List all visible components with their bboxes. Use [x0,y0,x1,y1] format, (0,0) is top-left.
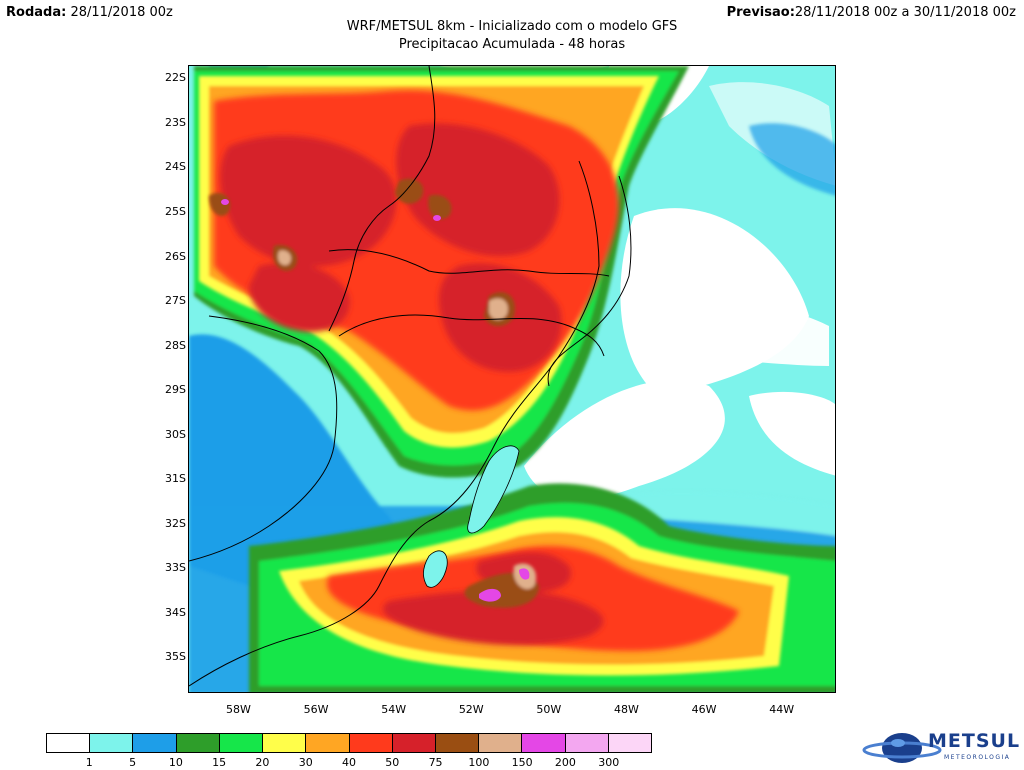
precipitation-colorbar [46,733,652,753]
colorbar-label: 50 [385,756,400,769]
lat-label: 30S [165,427,186,441]
lon-label: 44W [769,703,795,716]
precipitation-map[interactable] [188,65,836,693]
map-subtitle: Precipitacao Acumulada - 48 horas [398,37,626,52]
precipitation-field [189,66,835,692]
colorbar-segment [133,734,177,752]
lon-label: 52W [458,703,484,716]
forecast-label: Previsao: [726,5,795,20]
precip-layer-200-300mm [221,199,530,602]
precip-layer-75mm [220,123,604,646]
colorbar-segment [522,734,566,752]
lon-label: 46W [691,703,717,716]
colorbar-segment [608,734,652,752]
lat-label: 23S [165,115,186,129]
forecast-value: 28/11/2018 00z a 30/11/2018 00z [794,5,1016,20]
run-label: Rodada: [6,5,67,20]
colorbar-label: 200 [554,756,576,769]
political-borders [189,66,632,687]
lat-label: 35S [165,650,186,664]
colorbar-label: 300 [598,756,620,769]
brand-name: METSUL [928,730,1021,752]
colorbar-label: 100 [468,756,490,769]
colorbar-segment [435,734,480,752]
lat-label: 28S [165,338,186,352]
lon-label: 50W [536,703,562,716]
colorbar-label: 1 [85,756,93,769]
lat-label: 29S [165,383,186,397]
lon-label: 48W [614,703,639,716]
colorbar-label: 75 [428,756,443,769]
colorbar-segment [392,734,436,752]
lagoons [423,445,520,588]
colorbar-segment [306,734,350,752]
lon-label: 56W [303,703,329,716]
lat-label: 26S [165,249,186,263]
lon-label: 58W [226,703,251,716]
colorbar-segment [263,734,307,752]
run-value: 28/11/2018 00z [70,5,173,20]
lat-label: 25S [165,204,186,218]
colorbar-label: 10 [168,756,183,769]
colorbar-segment [219,734,264,752]
colorbar-segment [47,734,91,752]
lat-label: 32S [165,516,186,530]
forecast-info: Previsao:28/11/2018 00z a 30/11/2018 00z [727,5,1016,20]
colorbar-segment [565,734,609,752]
colorbar-segment [90,734,134,752]
colorbar-label: 30 [298,756,313,769]
lon-label: 54W [381,703,407,716]
colorbar-segment [349,734,393,752]
lat-label: 22S [165,71,186,85]
colorbar-label: 5 [129,756,137,769]
colorbar-label: 20 [255,756,270,769]
colorbar-label: 40 [342,756,356,769]
lat-label: 33S [165,561,186,575]
colorbar-segment [479,734,523,752]
run-info: Rodada: 28/11/2018 00z [6,5,173,20]
colorbar-segment [176,734,220,752]
metsul-logo-icon [862,733,942,763]
map-title: WRF/METSUL 8km - Inicializado com o mode… [346,19,678,34]
lat-label: 34S [165,605,186,619]
lat-label: 27S [165,294,186,308]
brand-tagline: METEOROLOGIA [944,754,1011,761]
colorbar-label: 150 [511,756,533,769]
colorbar-label: 15 [212,756,227,769]
lat-label: 24S [165,160,186,174]
lat-label: 31S [165,472,186,486]
